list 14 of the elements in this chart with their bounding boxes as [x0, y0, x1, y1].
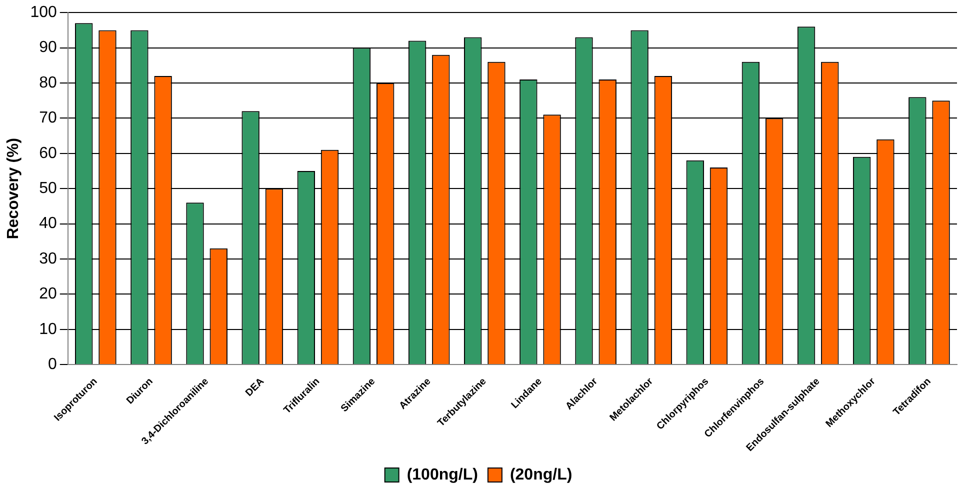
y-tick-label: 100 — [30, 4, 57, 22]
y-axis-title: Recovery (%) — [5, 138, 22, 240]
y-tick-label: 50 — [39, 180, 57, 197]
y-tick-label: 80 — [39, 74, 57, 92]
y-tick-label: 0 — [48, 356, 57, 373]
y-tick-label: 30 — [39, 250, 57, 268]
legend-label: (20ng/L) — [510, 466, 572, 484]
y-tick-label: 60 — [39, 144, 57, 162]
y-tick-label: 70 — [39, 110, 57, 127]
y-tick-label: 10 — [39, 320, 57, 338]
y-tick-label: 20 — [39, 286, 57, 303]
y-tick-label: 90 — [39, 39, 57, 56]
legend-label: (100ng/L) — [406, 466, 478, 484]
y-tick-label: 40 — [39, 215, 57, 232]
